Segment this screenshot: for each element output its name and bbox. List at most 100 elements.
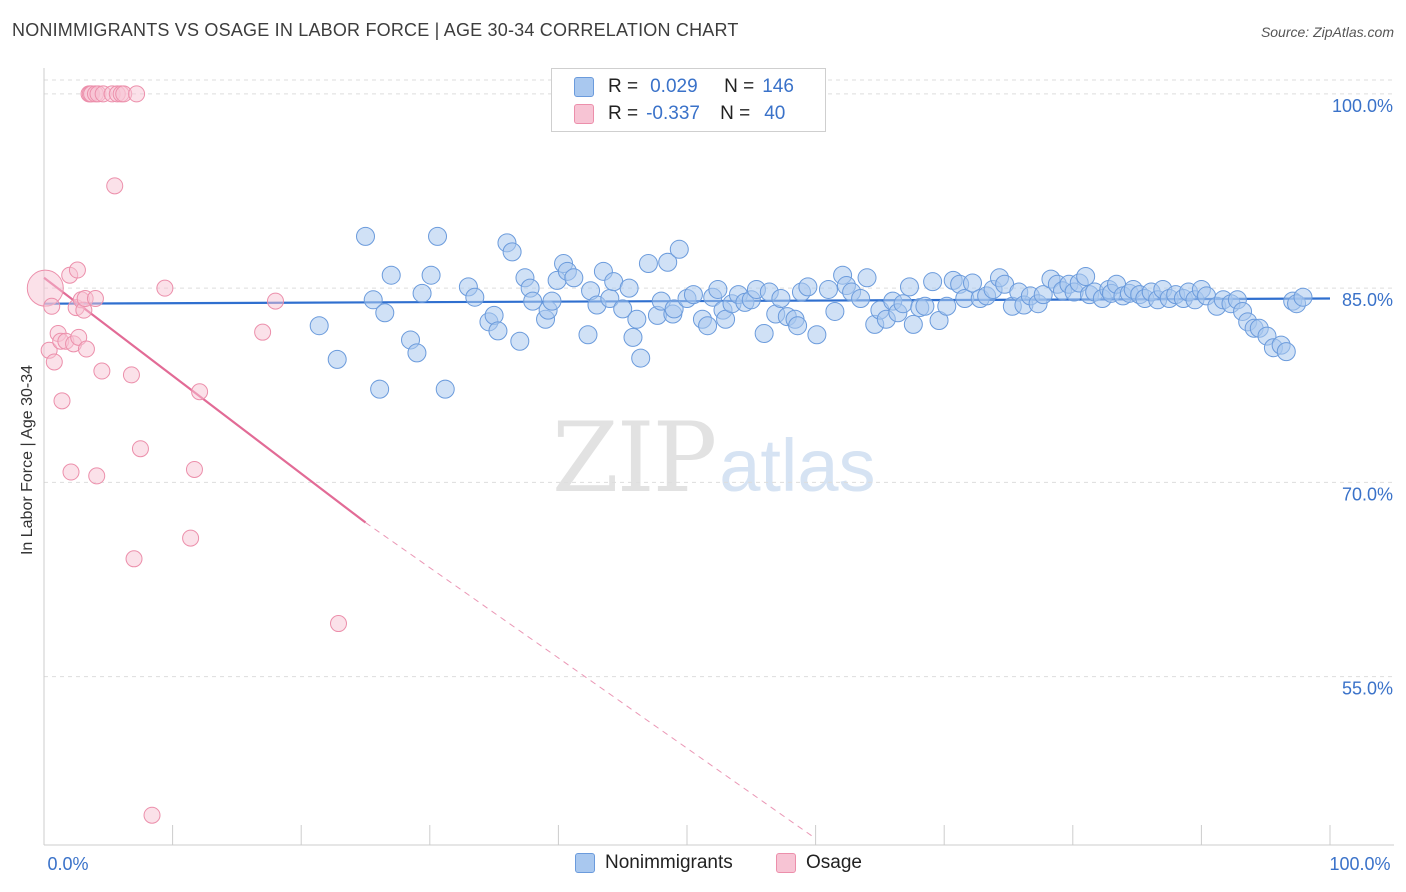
data-point-osage	[77, 340, 95, 358]
x-tick-label: 100.0%	[1329, 854, 1390, 874]
data-point-nonimmigrants	[564, 268, 584, 288]
bottom-legend-swatch-pink	[776, 853, 796, 873]
data-point-nonimmigrants	[309, 316, 329, 336]
data-point-nonimmigrants	[613, 299, 633, 319]
legend-swatch-blue	[574, 77, 594, 97]
y-tick-label: 55.0%	[1342, 679, 1393, 699]
y-axis-label: In Labor Force | Age 30-34	[19, 364, 36, 556]
data-point-osage	[62, 463, 80, 481]
data-point-nonimmigrants	[627, 309, 647, 329]
data-point-nonimmigrants	[412, 283, 432, 303]
watermark-atlas: atlas	[719, 424, 876, 507]
data-point-osage	[156, 279, 174, 297]
data-point-nonimmigrants	[857, 268, 877, 288]
data-point-nonimmigrants	[428, 226, 448, 246]
data-point-nonimmigrants	[510, 331, 530, 351]
data-point-osage	[191, 383, 209, 401]
bottom-legend-osage: Osage	[776, 852, 862, 874]
trend-layer	[43, 276, 1331, 839]
data-point-nonimmigrants	[623, 327, 643, 347]
data-point-nonimmigrants	[1293, 287, 1313, 307]
data-point-nonimmigrants	[1276, 342, 1296, 362]
data-point-nonimmigrants	[542, 291, 562, 311]
data-point-osage	[86, 290, 104, 308]
y-tick-label: 85.0%	[1342, 290, 1393, 310]
data-point-osage	[106, 177, 124, 195]
watermark-zip: ZIP	[552, 402, 717, 514]
data-point-nonimmigrants	[658, 252, 678, 272]
tick-label-layer: 55.0% 70.0% 85.0% 100.0% 0.0% 100.0%	[47, 96, 1393, 874]
data-point-nonimmigrants	[825, 301, 845, 321]
data-point-nonimmigrants	[771, 289, 791, 309]
data-point-osage	[329, 615, 347, 633]
legend-row-osage: R = -0.337 N = 40	[574, 100, 785, 128]
data-point-osage	[128, 85, 146, 103]
data-point-nonimmigrants	[798, 277, 818, 297]
grid-layer	[44, 79, 1394, 678]
data-point-osage	[185, 460, 203, 478]
correlation-legend: R = 0.029 N = 146 R = -0.337 N = 40	[551, 68, 826, 132]
data-point-nonimmigrants	[851, 289, 871, 309]
legend-n-value: 146	[762, 76, 794, 97]
data-point-nonimmigrants	[578, 325, 598, 345]
data-point-nonimmigrants	[708, 279, 728, 299]
data-point-nonimmigrants	[356, 226, 375, 246]
data-point-osage	[43, 297, 61, 315]
legend-r-label: R =	[608, 103, 639, 124]
y-tick-label: 70.0%	[1342, 484, 1393, 504]
data-point-nonimmigrants	[370, 379, 390, 399]
legend-r-value: 0.029	[650, 76, 698, 97]
data-point-nonimmigrants	[962, 273, 982, 293]
legend-row-nonimmigrants: R = 0.029 N = 146	[574, 73, 794, 101]
data-point-osage	[68, 261, 86, 279]
data-point-nonimmigrants	[435, 379, 455, 399]
data-point-nonimmigrants	[363, 290, 383, 310]
data-point-nonimmigrants	[502, 242, 522, 262]
data-point-nonimmigrants	[1033, 285, 1053, 305]
data-point-nonimmigrants	[698, 316, 718, 336]
chart-title: NONIMMIGRANTS VS OSAGE IN LABOR FORCE | …	[12, 20, 739, 40]
data-point-osage	[131, 440, 149, 458]
bottom-legend-swatch-blue	[575, 853, 595, 873]
y-tick-label: 100.0%	[1332, 96, 1393, 116]
data-point-nonimmigrants	[421, 265, 441, 285]
bottom-legend-label: Osage	[806, 852, 862, 873]
data-point-osage	[182, 529, 200, 547]
data-point-nonimmigrants	[754, 323, 774, 343]
data-point-osage	[88, 467, 106, 485]
data-point-nonimmigrants	[327, 349, 347, 369]
data-point-nonimmigrants	[893, 294, 913, 314]
legend-n-label: N =	[720, 103, 751, 124]
data-point-osage	[125, 550, 143, 568]
data-point-nonimmigrants	[664, 299, 684, 319]
legend-swatch-pink	[574, 104, 594, 124]
data-point-osage	[70, 328, 88, 346]
data-point-nonimmigrants	[484, 305, 504, 325]
data-point-nonimmigrants	[1076, 266, 1096, 286]
data-point-nonimmigrants	[488, 321, 508, 341]
legend-r-value: -0.337	[646, 103, 700, 124]
trend-line-osage	[43, 276, 367, 524]
data-point-osage	[254, 323, 272, 341]
data-point-nonimmigrants	[638, 254, 658, 274]
data-point-nonimmigrants	[903, 314, 923, 334]
data-point-nonimmigrants	[923, 272, 943, 292]
data-point-osage	[93, 362, 111, 380]
watermark: ZIPatlas	[552, 402, 876, 514]
data-point-nonimmigrants	[631, 348, 651, 368]
bottom-legend-nonimmigrants: Nonimmigrants	[575, 852, 733, 874]
data-point-nonimmigrants	[381, 265, 401, 285]
data-point-osage	[53, 392, 71, 410]
data-point-nonimmigrants	[407, 343, 427, 363]
data-point-nonimmigrants	[465, 287, 485, 307]
data-point-osage	[266, 292, 284, 310]
data-point-nonimmigrants	[788, 316, 808, 336]
data-point-osage	[143, 806, 161, 824]
bottom-legend-label: Nonimmigrants	[605, 852, 733, 873]
legend-r-label: R =	[608, 76, 639, 97]
data-point-nonimmigrants	[807, 325, 827, 345]
data-point-nonimmigrants	[818, 279, 838, 299]
data-point-nonimmigrants	[683, 285, 703, 305]
x-tick-label: 0.0%	[47, 854, 88, 874]
